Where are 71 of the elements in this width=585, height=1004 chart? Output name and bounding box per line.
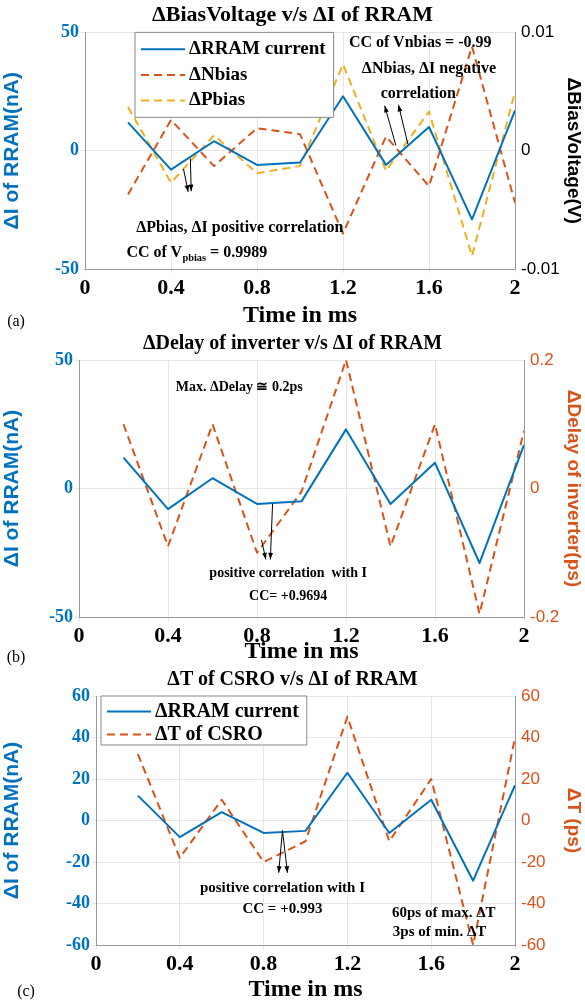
x-tick-label: 1.6 <box>417 949 445 975</box>
y-tick-label: 0 <box>64 477 73 498</box>
y2-axis-title: ΔBiasVoltage(V) <box>564 77 585 224</box>
annotation: ΔPbias, ΔI positive correlation <box>136 217 344 236</box>
x-tick-label: 1.6 <box>415 273 443 299</box>
y2-tick-label: 40 <box>521 727 540 747</box>
x-axis-title: Time in ms <box>242 300 358 327</box>
legend-label: ΔRRAM current <box>155 698 300 721</box>
chart-title: ΔBiasVoltage v/s ΔI of RRAM <box>152 0 434 26</box>
annotation: CC = +0.993 <box>242 899 323 916</box>
x-tick-label: 1.6 <box>421 621 449 647</box>
x-axis-title: Time in ms <box>248 974 363 1001</box>
x-tick-label: 0.4 <box>166 949 194 975</box>
x-tick-label: 1.2 <box>329 273 357 299</box>
y2-tick-label: -0.01 <box>521 258 560 278</box>
annotation: 3ps of min. ΔT <box>392 923 487 940</box>
y2-tick-label: 0 <box>530 478 540 498</box>
annotation: correlation <box>380 84 456 102</box>
chart-title: ΔT of CSRO v/s ΔI of RRAM <box>167 667 418 690</box>
annotation: CC= +0.9694 <box>249 588 328 604</box>
y-tick-label: -50 <box>55 257 79 278</box>
y-tick-label: -20 <box>66 850 90 871</box>
x-tick-label: 1.2 <box>332 621 360 647</box>
y2-axis-title: ΔT (ps) <box>564 787 585 854</box>
chart-title: ΔDelay of inverter v/s ΔI of RRAM <box>142 331 443 355</box>
y-tick-label: -60 <box>66 933 90 954</box>
y2-tick-label: 0 <box>521 140 531 160</box>
annotation: positive correlation with I <box>199 878 366 895</box>
y2-tick-label: 0.2 <box>530 349 554 369</box>
annotation: positive correlation with I <box>209 564 367 580</box>
text: (b) <box>6 648 26 667</box>
y-tick-label: -40 <box>66 892 90 913</box>
y-tick-label: 20 <box>72 767 90 788</box>
x-tick-label: 0.8 <box>243 273 271 299</box>
legend-label: ΔT of CSRO <box>155 721 263 744</box>
y2-tick-label: 0.01 <box>521 22 555 42</box>
y2-tick-label: 20 <box>521 768 540 788</box>
y2-axis-title: ΔDelay of inverter(ps) <box>564 389 585 588</box>
x-tick-label: 2 <box>518 621 530 647</box>
annotation: ΔNbias, ΔI negative <box>361 58 497 77</box>
y2-tick-label: -0.2 <box>530 606 560 626</box>
y-tick-label: 50 <box>55 348 73 369</box>
x-tick-label: 0.4 <box>154 621 182 647</box>
annotation: CC of Vnbias = -0.99 <box>348 32 492 50</box>
legend-label: ΔPbias <box>189 88 246 110</box>
legend-label: ΔRRAM current <box>189 37 327 59</box>
y-axis-title: ΔI of RRAM(nA) <box>0 741 23 900</box>
annotation: 60ps of max. ΔT <box>391 903 496 920</box>
x-tick-label: 2 <box>509 273 521 299</box>
y2-tick-label: -20 <box>521 851 546 871</box>
y2-tick-label: 0 <box>521 810 531 830</box>
text: (c) <box>17 982 35 1001</box>
y-tick-label: 0 <box>70 139 79 160</box>
y2-tick-label: -60 <box>521 934 546 954</box>
y-tick-label: 40 <box>72 726 90 747</box>
y-tick-label: 50 <box>61 21 79 42</box>
y2-tick-label: -40 <box>521 893 546 913</box>
x-tick-label: 1.2 <box>333 949 362 975</box>
x-tick-label: 0.8 <box>249 949 278 975</box>
x-tick-label: 2 <box>509 949 521 975</box>
text: (a) <box>7 312 25 331</box>
legend-label: ΔNbias <box>189 62 248 84</box>
y-axis-title: ΔI of RRAM(nA) <box>0 72 23 230</box>
annotation: Max. ΔDelay ≅ 0.2ps <box>175 378 304 394</box>
y-tick-label: 0 <box>81 809 90 830</box>
y-axis-title: ΔI of RRAM(nA) <box>0 409 23 568</box>
y-tick-label: -50 <box>49 605 73 626</box>
x-tick-label: 0.4 <box>157 273 185 299</box>
y-tick-label: 60 <box>72 684 90 705</box>
y2-tick-label: 60 <box>521 685 540 705</box>
line-series <box>136 715 515 945</box>
